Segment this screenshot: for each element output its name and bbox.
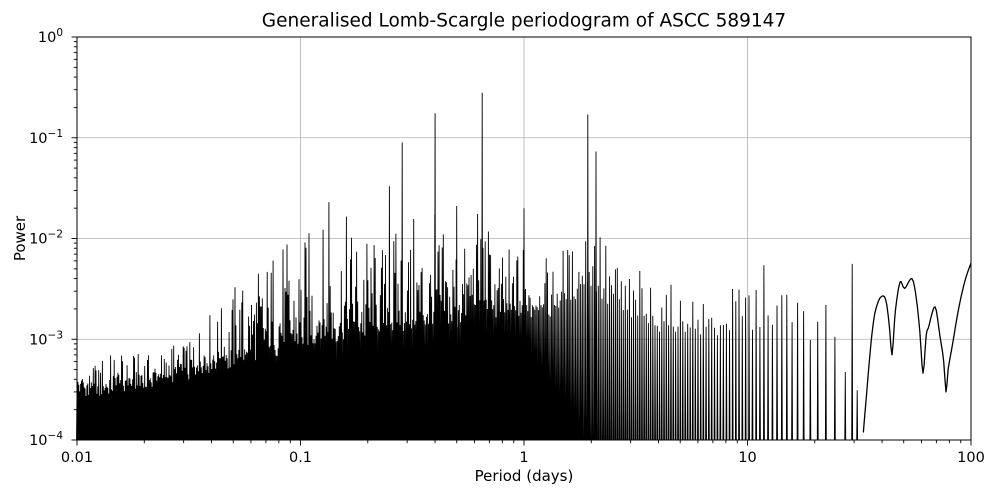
periodogram-resolved-tail — [862, 262, 972, 433]
y-tick-label: 10−2 — [29, 229, 63, 248]
tick-labels: 0.01 0.1 1 10 100 100 10−1 10−2 10−3 10−4 — [29, 27, 985, 466]
x-tick-label: 0.01 — [61, 450, 93, 466]
x-tick-label: 10 — [738, 450, 756, 466]
y-tick-label: 10−1 — [29, 128, 63, 147]
y-tick-label: 10−4 — [29, 430, 63, 449]
y-tick-label: 100 — [38, 27, 63, 46]
x-tick-label: 1 — [519, 450, 528, 466]
chart-title: Generalised Lomb-Scargle periodogram of … — [262, 11, 786, 32]
x-tick-label: 0.1 — [289, 450, 312, 466]
periodogram-dense-comb — [76, 92, 859, 441]
x-tick-label: 100 — [957, 450, 985, 466]
periodogram-curve — [76, 92, 972, 441]
y-tick-label: 10−3 — [29, 329, 63, 348]
axes-frame-and-ticks — [71, 36, 972, 446]
y-axis-label: Power — [11, 215, 29, 261]
x-axis-label: Period (days) — [475, 467, 574, 485]
